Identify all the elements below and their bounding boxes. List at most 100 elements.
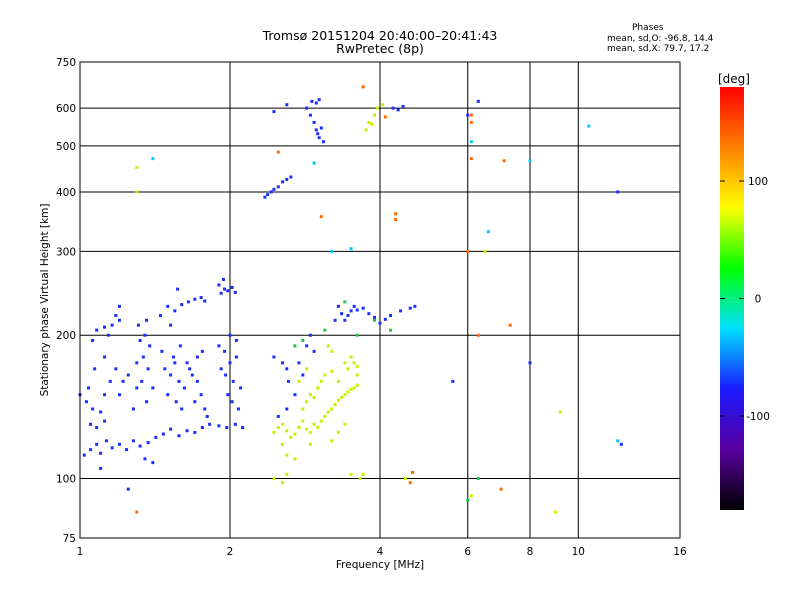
data-point — [305, 427, 309, 431]
data-point — [476, 333, 480, 337]
data-point — [117, 393, 121, 397]
data-point — [408, 306, 412, 310]
data-point — [352, 386, 356, 390]
data-point — [114, 367, 118, 371]
data-point — [355, 383, 359, 387]
data-point — [326, 410, 330, 414]
data-point — [343, 318, 347, 322]
y-tick-label: 500 — [56, 141, 76, 153]
data-point — [143, 457, 147, 461]
data-point — [340, 312, 344, 316]
data-point — [349, 309, 353, 313]
phases-stats-o-mode: mean, sd,O: -96.8, 14.4 — [607, 34, 714, 44]
y-tick-label: 300 — [56, 246, 76, 258]
data-point — [91, 338, 95, 342]
y-tick-label: 750 — [56, 57, 76, 69]
data-point — [135, 166, 139, 170]
data-point — [289, 435, 293, 439]
data-point — [389, 314, 393, 318]
data-point — [321, 140, 325, 144]
data-point — [269, 190, 273, 194]
data-point — [185, 429, 189, 433]
data-point — [285, 453, 289, 457]
data-point — [336, 398, 340, 402]
data-point — [326, 344, 330, 348]
data-point — [169, 373, 173, 377]
data-point — [141, 355, 145, 359]
data-point — [316, 425, 320, 429]
data-point — [293, 457, 297, 461]
data-point — [383, 115, 387, 119]
data-point — [285, 407, 289, 411]
data-point — [203, 299, 207, 303]
data-point — [312, 422, 316, 426]
data-point — [110, 323, 114, 327]
data-point — [135, 386, 139, 390]
colorbar-tick-label: -100 — [746, 411, 770, 423]
data-point — [401, 104, 405, 108]
data-point — [413, 304, 417, 308]
data-point — [502, 159, 506, 163]
data-point — [343, 361, 347, 365]
data-point — [103, 355, 107, 359]
data-point — [301, 338, 305, 342]
data-point — [104, 439, 108, 443]
data-point — [195, 355, 199, 359]
data-point — [200, 425, 204, 429]
data-point — [319, 215, 323, 219]
data-point — [394, 212, 398, 216]
data-point — [117, 318, 121, 322]
data-point — [203, 407, 207, 411]
data-point — [469, 113, 473, 117]
data-point — [166, 393, 170, 397]
data-point — [266, 193, 270, 197]
data-point — [276, 414, 280, 418]
data-point — [145, 318, 149, 322]
data-point — [169, 323, 173, 327]
data-point — [103, 419, 107, 423]
data-point — [373, 318, 377, 322]
data-point — [193, 400, 197, 404]
data-point — [272, 110, 276, 114]
y-tick-label: 100 — [56, 474, 76, 486]
y-tick-label: 75 — [63, 533, 76, 545]
data-point — [199, 393, 203, 397]
data-point — [145, 400, 149, 404]
data-point — [84, 400, 88, 404]
data-point — [508, 323, 512, 327]
data-point — [528, 361, 532, 365]
data-point — [217, 424, 221, 428]
data-point — [364, 128, 368, 132]
plot-frame — [79, 61, 681, 539]
data-point — [285, 177, 289, 181]
data-point — [103, 393, 107, 397]
y-tick-label: 200 — [56, 330, 76, 342]
data-point — [148, 344, 152, 348]
x-tick-label: 6 — [464, 546, 471, 558]
data-point — [272, 355, 276, 359]
data-point — [349, 247, 353, 251]
data-point — [224, 373, 228, 377]
data-point — [469, 494, 473, 498]
data-point — [186, 300, 190, 304]
data-point — [323, 373, 327, 377]
data-point — [305, 400, 309, 404]
data-point — [367, 312, 371, 316]
data-point — [199, 296, 203, 300]
colorbar-ticks: 100 0 -100 — [720, 176, 770, 423]
data-point — [190, 373, 194, 377]
data-point — [193, 430, 197, 434]
chart-subtitle: RwPretec (8p) — [336, 41, 424, 56]
data-point — [230, 285, 234, 289]
data-point — [383, 317, 387, 321]
data-point — [182, 386, 186, 390]
data-point — [272, 477, 276, 481]
data-point — [316, 132, 320, 136]
y-tick-label: 400 — [56, 187, 76, 199]
data-point — [469, 120, 473, 124]
data-point — [95, 328, 99, 332]
data-point — [281, 481, 285, 485]
data-point — [319, 419, 323, 423]
data-point — [221, 277, 225, 281]
data-point — [373, 113, 377, 117]
